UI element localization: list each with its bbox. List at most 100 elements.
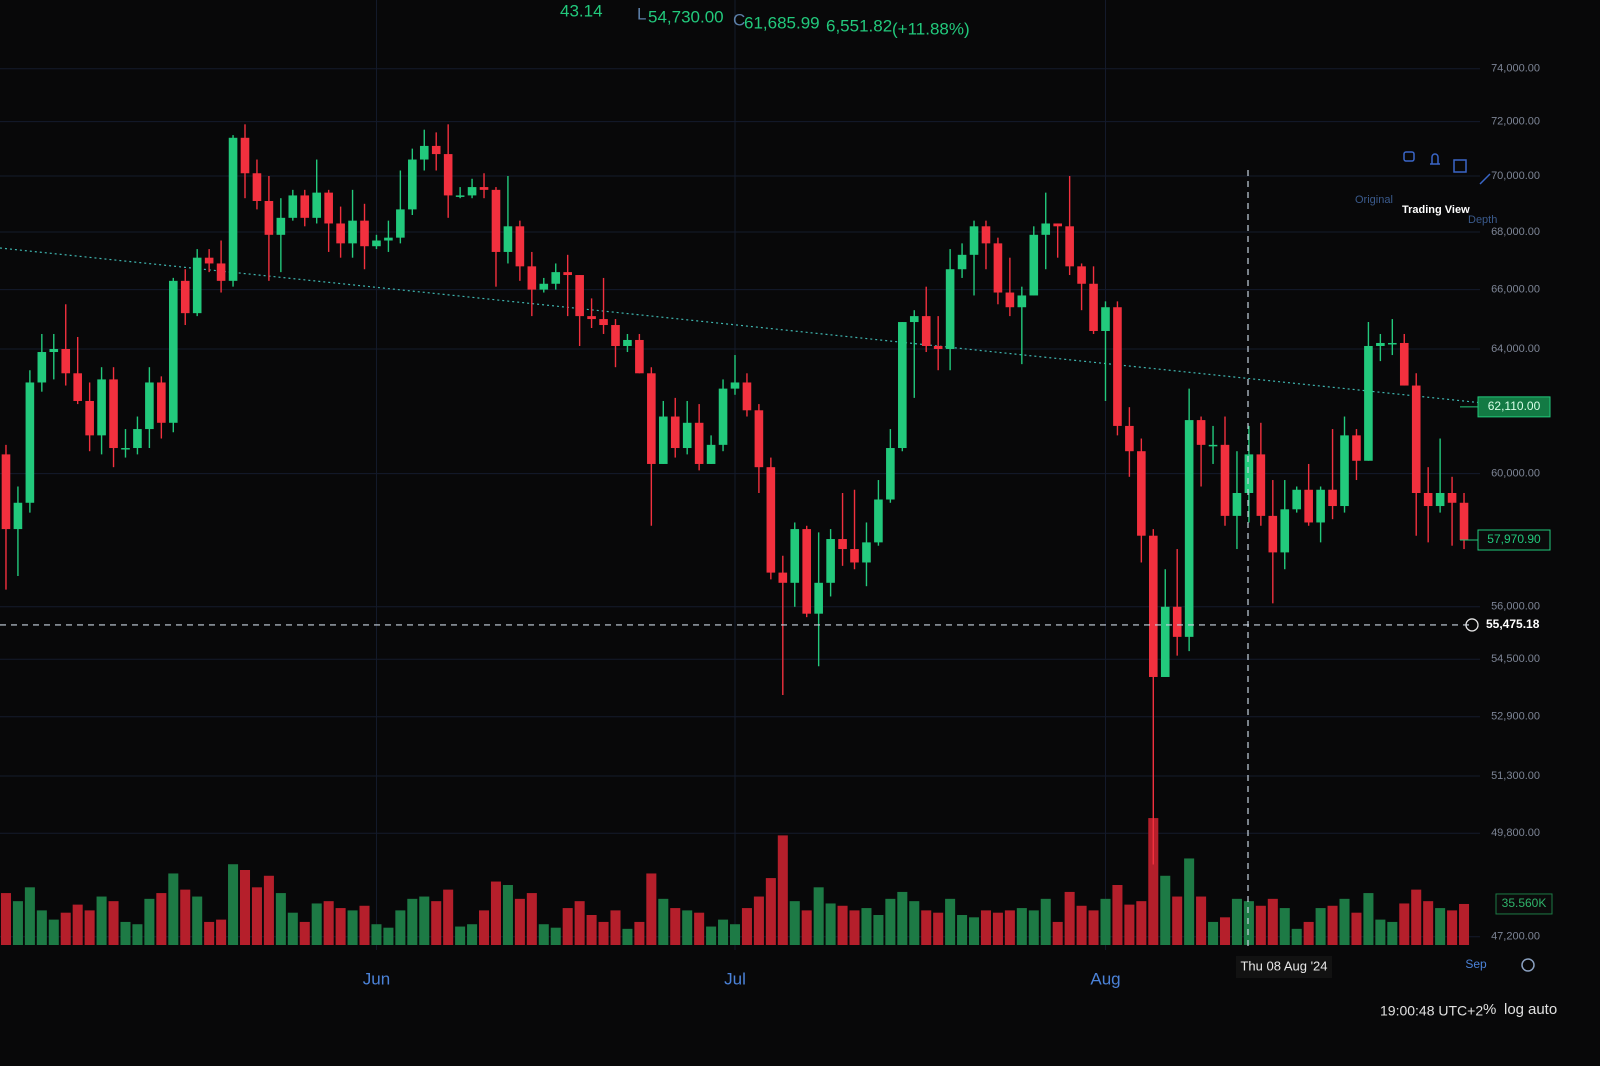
candle-body (1137, 451, 1146, 536)
candle-body (1292, 489, 1302, 510)
candle-body (1029, 234, 1039, 296)
volume-bar (72, 904, 83, 945)
candle-body (300, 195, 310, 218)
icon[interactable] (1403, 151, 1415, 162)
candle-body (1304, 489, 1313, 523)
tab[interactable]: Trading View (1402, 204, 1470, 216)
header-text: 6,551.82 (826, 16, 892, 35)
volume-bar (1196, 896, 1207, 945)
volume-bar (144, 898, 155, 945)
candle-body (240, 137, 250, 174)
volume-bar (1279, 908, 1290, 945)
volume-bar (239, 870, 251, 945)
x-tick-label: Aug (1090, 969, 1120, 988)
volume-bar (1459, 903, 1470, 945)
candle-body (1328, 489, 1337, 507)
candle-body (1125, 425, 1134, 452)
candle-body (1041, 223, 1051, 235)
candle-body (1077, 266, 1086, 284)
candle-body (228, 137, 238, 281)
y-tick-label: 66,000.00 (1491, 284, 1540, 296)
volume-bar (1016, 908, 1027, 945)
candle-body (1160, 606, 1170, 677)
candle-body (1244, 454, 1254, 493)
candle-body (192, 257, 202, 314)
candle-body (1089, 283, 1098, 331)
y-tick-label: 54,500.00 (1491, 653, 1540, 665)
candle-body (921, 316, 931, 346)
y-tick-label: 47,200.00 (1491, 931, 1540, 943)
volume-bar (1064, 891, 1075, 945)
candle-body (1172, 606, 1182, 637)
candle-body (1005, 292, 1015, 308)
volume-bar (299, 921, 310, 945)
volume-bar (371, 924, 382, 945)
scale-button[interactable]: auto (1528, 1001, 1557, 1018)
candle-body (288, 195, 298, 218)
volume-bar (1399, 903, 1410, 945)
volume-bar (753, 896, 764, 945)
settings-icon[interactable] (1521, 958, 1535, 972)
volume-bar (1100, 898, 1111, 945)
volume-bar (1243, 901, 1254, 945)
candle-body (180, 280, 190, 314)
candle-body (1376, 342, 1385, 346)
icon[interactable] (1479, 173, 1491, 185)
volume-bar (48, 919, 59, 945)
candle-body (802, 529, 812, 614)
volume-bar (359, 905, 370, 945)
candle-body (503, 226, 513, 252)
candle-body (97, 379, 106, 436)
candle-body (909, 316, 919, 323)
candle-body (1017, 295, 1027, 308)
volume-bar (1112, 885, 1123, 945)
volume-bar (1088, 910, 1099, 945)
volume-label: 35.560K (1502, 896, 1547, 910)
tab[interactable]: Depth (1468, 214, 1497, 226)
volume-bar (1231, 898, 1242, 945)
volume-bar (12, 901, 23, 945)
candle-body (658, 416, 668, 464)
x-tick-label: Jun (363, 969, 390, 988)
volume-bar (1267, 898, 1278, 945)
candle-body (1435, 492, 1445, 507)
candle-body (168, 280, 178, 423)
icon[interactable] (1430, 153, 1440, 165)
candle-body (443, 154, 453, 196)
volume-bar (550, 927, 561, 945)
candle-body (862, 542, 871, 563)
crosshair-plus[interactable] (1465, 618, 1479, 632)
y-tick-label: 72,000.00 (1491, 116, 1540, 128)
volume-bar (1208, 921, 1219, 945)
volume-bar (1028, 910, 1039, 945)
icon[interactable] (1453, 159, 1467, 173)
candle-body (1388, 342, 1397, 345)
tab[interactable]: Original (1355, 194, 1393, 206)
candle-body (623, 339, 632, 346)
candle-body (551, 272, 561, 284)
scale-button[interactable]: log (1504, 1001, 1524, 1018)
candle-body (981, 226, 991, 244)
candle-body (766, 467, 776, 573)
volume-bar (1435, 908, 1446, 945)
candle-body (1340, 435, 1349, 507)
candle-body (312, 192, 322, 218)
candle-body (850, 549, 859, 563)
candle-body (1196, 420, 1206, 445)
volume-bar (861, 908, 872, 945)
candle-body (730, 382, 740, 389)
candle-body (348, 220, 357, 244)
candle-body (1, 454, 11, 530)
volume-bar (431, 901, 442, 945)
volume-bar (514, 898, 525, 945)
volume-bar (897, 891, 908, 945)
volume-bar (419, 896, 430, 945)
volume-bar (502, 885, 513, 945)
candle-body (1053, 223, 1062, 227)
candle-body (1399, 342, 1409, 386)
volume-bar (204, 921, 215, 945)
scale-button[interactable]: % (1483, 1001, 1496, 1018)
candle-body (384, 237, 393, 241)
volume-bar (801, 910, 812, 945)
